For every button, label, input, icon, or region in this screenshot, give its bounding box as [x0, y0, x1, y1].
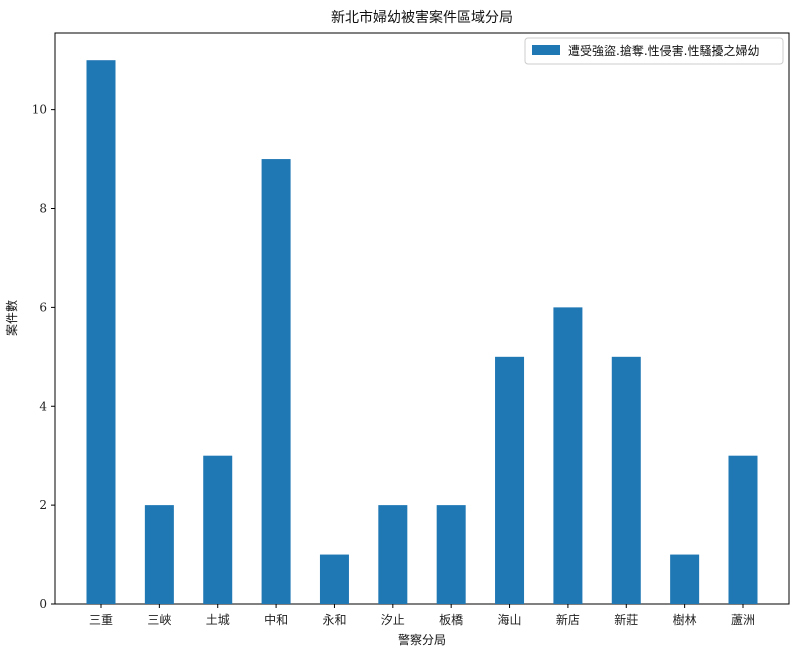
x-tick-label: 三峽 — [147, 613, 171, 627]
bar-新店 — [553, 307, 583, 604]
legend-frame — [524, 37, 784, 65]
bar-土城 — [203, 455, 233, 604]
y-tick-label: 10 — [32, 103, 47, 117]
y-tick-label: 0 — [39, 597, 47, 611]
y-axis-label: 案件數 — [4, 300, 19, 336]
y-axis-ticks: 0 2 4 6 8 10 — [32, 103, 55, 611]
y-tick-label: 6 — [39, 300, 47, 314]
x-tick-label: 永和 — [322, 613, 346, 627]
bars-group — [86, 60, 758, 604]
x-tick-label: 中和 — [264, 612, 288, 627]
x-tick-label: 新莊 — [614, 612, 638, 627]
bar-中和 — [261, 159, 291, 604]
y-tick-label: 8 — [39, 202, 47, 216]
x-axis-label: 警察分局 — [398, 632, 446, 647]
legend: 遭受強盜.搶奪.性侵害.性騷擾之婦幼 — [524, 37, 784, 65]
x-tick-label: 樹林 — [673, 613, 697, 627]
x-tick-label: 土城 — [206, 613, 230, 627]
x-tick-label: 新店 — [556, 612, 580, 627]
bar-三重 — [86, 60, 116, 604]
y-tick-label: 2 — [39, 498, 47, 512]
chart-title: 新北市婦幼被害案件區域分局 — [331, 9, 513, 26]
x-axis-ticks: 三重 三峽 土城 中和 永和 汐止 板橋 海山 新店 新莊 樹林 蘆洲 — [89, 604, 755, 627]
bar-樹林 — [670, 554, 700, 604]
plot-frame — [54, 32, 790, 605]
bar-蘆洲 — [728, 455, 758, 604]
bar-新莊 — [611, 356, 641, 604]
bar-海山 — [495, 356, 525, 604]
x-tick-label: 三重 — [89, 613, 113, 627]
bar-板橋 — [436, 505, 466, 604]
bar-永和 — [319, 554, 349, 604]
x-tick-label: 海山 — [498, 612, 522, 627]
bar-三峽 — [144, 505, 174, 604]
y-tick-label: 4 — [39, 399, 47, 413]
x-tick-label: 蘆洲 — [731, 613, 755, 627]
legend-swatch — [532, 45, 560, 55]
x-tick-label: 板橋 — [439, 613, 463, 627]
legend-label: 遭受強盜.搶奪.性侵害.性騷擾之婦幼 — [568, 43, 759, 58]
bar-汐止 — [378, 505, 408, 604]
x-tick-label: 汐止 — [381, 612, 405, 627]
